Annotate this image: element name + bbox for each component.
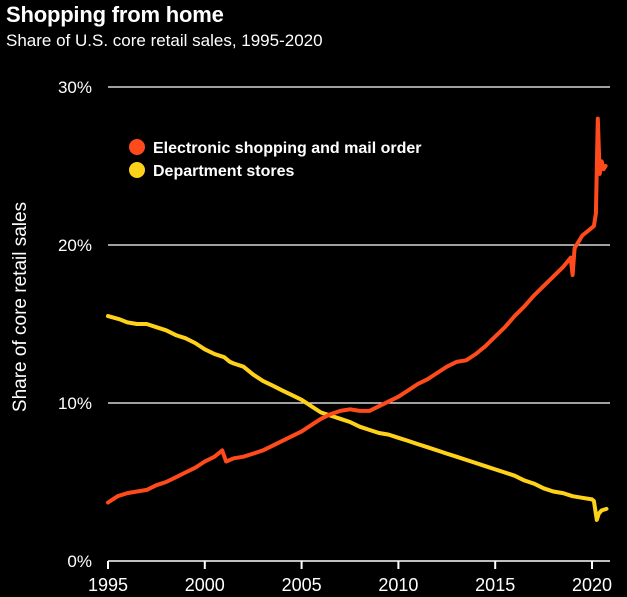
chart-title: Shopping from home (6, 2, 224, 27)
x-tick-label: 1995 (88, 575, 128, 595)
x-tick-label: 2005 (282, 575, 322, 595)
chart-subtitle: Share of U.S. core retail sales, 1995-20… (6, 31, 323, 50)
series-line-department-stores (106, 314, 609, 522)
legend-label: Electronic shopping and mail order (153, 140, 421, 157)
data-series (106, 116, 609, 522)
y-axis-label: Share of core retail sales (10, 202, 31, 412)
legend-marker (129, 139, 145, 155)
legend: Electronic shopping and mail order Depart… (129, 139, 421, 180)
legend-label: Department stores (153, 163, 294, 180)
x-tick-label: 2020 (572, 575, 612, 595)
gridlines (108, 86, 610, 404)
legend-marker (129, 162, 145, 178)
y-tick-label: 10% (58, 394, 92, 413)
y-tick-label: 0% (67, 552, 92, 571)
x-tick-label: 2000 (185, 575, 225, 595)
series-line-electronic-shopping (106, 116, 608, 505)
y-tick-label: 20% (58, 236, 92, 255)
x-tick-label: 2015 (475, 575, 515, 595)
x-tick-label: 2010 (378, 575, 418, 595)
y-tick-label: 30% (58, 78, 92, 97)
x-axis: 1995 2000 2005 2010 2015 2020 (88, 560, 612, 595)
y-axis-tick-labels: 0% 10% 20% 30% (58, 78, 92, 571)
